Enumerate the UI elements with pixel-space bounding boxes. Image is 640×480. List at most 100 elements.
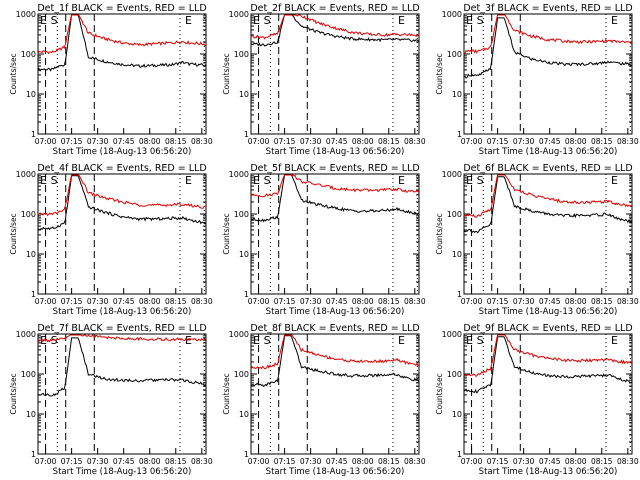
y-axis-label: Counts/sec: [435, 213, 444, 254]
lld-series-line: [463, 14, 633, 54]
y-tick-label: 1000: [16, 170, 36, 179]
interval-marker-label: S: [51, 14, 58, 27]
x-tick-label: 08:15: [378, 457, 400, 466]
chart-title: Det_6f BLACK = Events, RED = LLD: [463, 163, 632, 174]
lld-series-line: [37, 334, 207, 343]
y-tick-label: 1000: [442, 10, 462, 19]
x-tick-label: 07:30: [513, 297, 535, 306]
chart-title: Det_1f BLACK = Events, RED = LLD: [37, 3, 206, 14]
y-tick-label: 1000: [16, 330, 36, 339]
x-tick-label: 07:00: [461, 457, 483, 466]
interval-marker-label: E: [40, 14, 47, 27]
plot-frame: [463, 333, 633, 455]
interval-marker-label: E: [185, 334, 192, 347]
y-tick-label: 10: [26, 90, 36, 99]
x-tick-label: 08:15: [591, 457, 613, 466]
x-tick-label: 07:15: [487, 297, 509, 306]
x-tick-label: 07:30: [300, 137, 322, 146]
interval-marker-label: E: [398, 174, 405, 187]
interval-marker-label: S: [264, 174, 271, 187]
y-tick-label: 1000: [442, 170, 462, 179]
y-tick-label: 1: [457, 290, 462, 299]
chart-title: Det_8f BLACK = Events, RED = LLD: [250, 323, 419, 334]
x-tick-label: 08:15: [378, 137, 400, 146]
plot-frame: [463, 13, 633, 135]
x-tick-label: 07:45: [326, 457, 348, 466]
y-tick-label: 100: [234, 210, 249, 219]
y-tick-label: 10: [239, 90, 249, 99]
y-axis-label: Counts/sec: [9, 213, 18, 254]
chart-title: Det_7f BLACK = Events, RED = LLD: [37, 323, 206, 334]
x-tick-label: 07:45: [113, 137, 135, 146]
x-axis-label: Start Time (18-Aug-13 06:56:20): [479, 467, 618, 477]
x-tick-label: 08:00: [352, 297, 374, 306]
x-tick-label: 07:00: [461, 137, 483, 146]
interval-marker-label: E: [398, 334, 405, 347]
x-tick-label: 07:45: [326, 297, 348, 306]
x-tick-label: 07:00: [35, 297, 57, 306]
y-tick-label: 100: [447, 50, 462, 59]
y-tick-label: 1000: [442, 330, 462, 339]
interval-marker-label: E: [611, 334, 618, 347]
x-tick-label: 07:00: [35, 457, 57, 466]
x-tick-label: 07:45: [113, 297, 135, 306]
y-tick-label: 100: [234, 50, 249, 59]
y-tick-label: 10: [26, 250, 36, 259]
x-axis-label: Start Time (18-Aug-13 06:56:20): [266, 147, 405, 157]
events-series-line: [37, 14, 207, 72]
x-tick-label: 08:00: [352, 137, 374, 146]
y-tick-label: 100: [21, 50, 36, 59]
x-tick-label: 07:15: [61, 457, 83, 466]
x-tick-label: 07:45: [539, 137, 561, 146]
plot-frame: [37, 333, 207, 455]
y-tick-label: 100: [447, 210, 462, 219]
interval-marker-label: E: [253, 174, 260, 187]
x-tick-label: 08:00: [139, 137, 161, 146]
x-tick-label: 07:30: [513, 457, 535, 466]
interval-marker-label: E: [466, 14, 473, 27]
x-tick-label: 08:15: [591, 297, 613, 306]
y-axis-label: Counts/sec: [9, 373, 18, 414]
x-axis-label: Start Time (18-Aug-13 06:56:20): [479, 307, 618, 317]
x-axis-label: Start Time (18-Aug-13 06:56:20): [53, 147, 192, 157]
interval-marker-label: S: [264, 14, 271, 27]
interval-marker-label: E: [185, 174, 192, 187]
x-tick-label: 07:45: [113, 457, 135, 466]
y-axis-label: Counts/sec: [222, 373, 231, 414]
x-tick-label: 08:30: [404, 457, 426, 466]
chart-title: Det_3f BLACK = Events, RED = LLD: [463, 3, 632, 14]
x-tick-label: 08:30: [617, 297, 639, 306]
chart-title: Det_4f BLACK = Events, RED = LLD: [37, 163, 206, 174]
interval-marker-label: E: [466, 174, 473, 187]
x-tick-label: 07:30: [87, 297, 109, 306]
y-tick-label: 10: [452, 410, 462, 419]
x-tick-label: 08:30: [404, 137, 426, 146]
lld-series-line: [463, 334, 633, 377]
x-tick-label: 08:00: [565, 297, 587, 306]
y-tick-label: 1: [31, 450, 36, 459]
x-axis-label: Start Time (18-Aug-13 06:56:20): [479, 147, 618, 157]
y-tick-label: 100: [21, 210, 36, 219]
x-tick-label: 08:30: [404, 297, 426, 306]
interval-marker-label: S: [477, 174, 484, 187]
x-tick-label: 08:30: [191, 457, 213, 466]
y-axis-label: Counts/sec: [222, 213, 231, 254]
y-tick-label: 100: [234, 370, 249, 379]
x-tick-label: 07:30: [87, 137, 109, 146]
x-tick-label: 07:30: [513, 137, 535, 146]
interval-marker-label: S: [264, 334, 271, 347]
y-tick-label: 100: [447, 370, 462, 379]
interval-marker-label: S: [51, 174, 58, 187]
interval-marker-label: E: [466, 334, 473, 347]
plot-frame: [463, 173, 633, 295]
x-tick-label: 08:30: [191, 137, 213, 146]
y-tick-label: 1000: [229, 330, 249, 339]
lld-series-line: [250, 334, 420, 370]
chart-title: Det_2f BLACK = Events, RED = LLD: [250, 3, 419, 14]
events-series-line: [37, 337, 207, 397]
x-tick-label: 07:15: [61, 137, 83, 146]
